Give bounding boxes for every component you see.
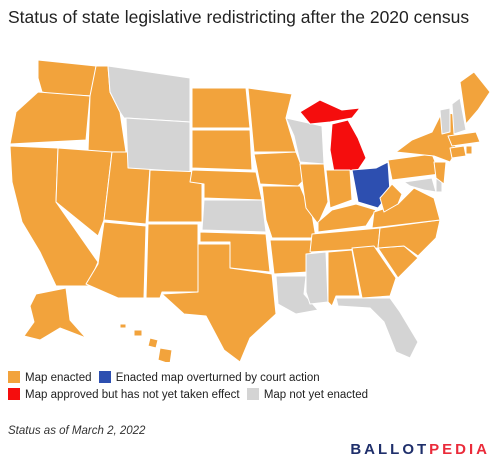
- state-fl: [335, 297, 419, 359]
- logo-part-1: BALLOT: [350, 441, 430, 458]
- state-ri: [465, 145, 473, 155]
- map-title: Status of state legislative redistrictin…: [8, 7, 470, 27]
- state-hi-2: [133, 329, 143, 337]
- state-az: [85, 221, 147, 299]
- state-ma: [447, 131, 481, 147]
- state-ne: [189, 169, 263, 201]
- legend-label: Map approved but has not yet taken effec…: [25, 389, 240, 401]
- state-hi-3: [147, 337, 159, 349]
- legend-swatch-approved: [8, 388, 20, 400]
- state-mn: [247, 87, 297, 153]
- legend-swatch-overturned: [98, 371, 111, 383]
- state-nj: [433, 161, 447, 185]
- state-ia: [253, 151, 307, 187]
- state-tx: [161, 243, 277, 362]
- us-map: [9, 59, 491, 362]
- state-ak: [23, 287, 87, 341]
- legend-item-overturned: Enacted map overturned by court action: [98, 370, 320, 387]
- state-hi-4: [157, 347, 173, 362]
- state-wi: [285, 117, 325, 165]
- state-nm: [145, 223, 199, 299]
- state-hi-1: [119, 323, 127, 329]
- state-nh: [451, 97, 467, 135]
- legend: Map enacted Enacted map overturned by co…: [8, 370, 494, 404]
- state-ga: [351, 245, 397, 299]
- state-ms: [305, 251, 329, 305]
- state-mi-lower: [329, 119, 367, 173]
- status-date-note: Status as of March 2, 2022: [8, 425, 146, 437]
- legend-item-enacted: Map enacted: [8, 370, 92, 387]
- state-nd: [191, 87, 251, 129]
- legend-item-approved: Map approved but has not yet taken effec…: [8, 387, 240, 404]
- state-or: [9, 91, 91, 145]
- state-sd: [191, 129, 253, 171]
- legend-swatch-enacted: [8, 371, 20, 383]
- state-wa: [37, 59, 97, 97]
- state-me: [459, 71, 491, 125]
- state-in: [325, 169, 353, 209]
- state-nv: [55, 147, 113, 237]
- legend-item-not-enacted: Map not yet enacted: [246, 387, 369, 404]
- logo-part-2: PEDIA: [429, 441, 490, 458]
- state-wv: [379, 183, 403, 213]
- state-mt: [107, 65, 191, 123]
- legend-swatch-not-enacted: [246, 388, 259, 400]
- state-md: [403, 177, 437, 193]
- state-ky: [317, 203, 377, 233]
- state-wy: [125, 117, 191, 173]
- state-mi-upper: [299, 99, 361, 125]
- legend-label: Map enacted: [25, 372, 92, 384]
- legend-label: Enacted map overturned by court action: [115, 372, 320, 384]
- state-co: [147, 169, 203, 223]
- state-pa: [387, 153, 441, 181]
- state-ks: [201, 199, 267, 233]
- state-vt: [439, 107, 451, 135]
- legend-label: Map not yet enacted: [263, 389, 369, 401]
- state-ct: [449, 145, 467, 159]
- ballotpedia-logo: BALLOTPEDIA: [350, 441, 490, 458]
